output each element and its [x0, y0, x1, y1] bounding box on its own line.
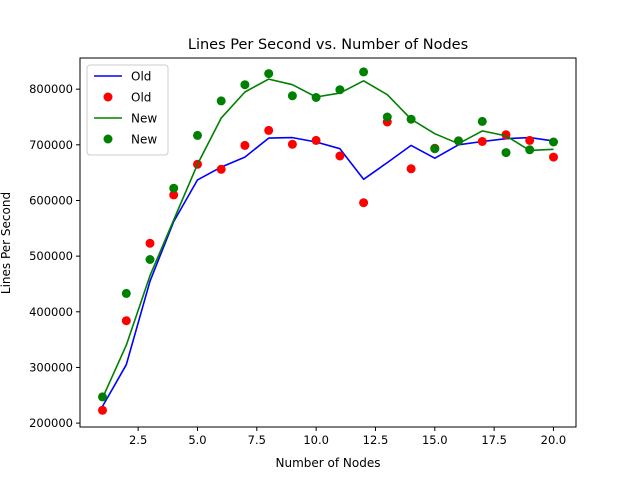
- series-3-point: [430, 144, 440, 154]
- series-3-point: [145, 255, 155, 264]
- legend-label: New: [131, 112, 157, 126]
- y-tick-label: 500000: [29, 249, 73, 263]
- x-tick-label: 2.5: [129, 433, 147, 447]
- axes-frame: [79, 57, 577, 428]
- series-3-point: [549, 137, 558, 147]
- series-3-point: [98, 392, 107, 402]
- x-tick-label: 17.5: [481, 433, 507, 447]
- series-1-point: [145, 238, 155, 248]
- legend: Old Old New New: [86, 64, 169, 156]
- series-3-point: [359, 67, 369, 77]
- y-tick-label: 200000: [29, 416, 73, 430]
- y-axis-label: Lines Per Second: [0, 192, 13, 294]
- y-tick-label: 300000: [29, 360, 73, 374]
- legend-box: [86, 64, 169, 156]
- series-1-point: [264, 125, 274, 135]
- series-1-point: [169, 190, 179, 200]
- series-3-point: [525, 145, 535, 155]
- series-3-point: [382, 112, 392, 122]
- x-tick-label: 12.5: [363, 433, 389, 447]
- series-3-point: [240, 80, 250, 90]
- x-tick-label: 20.0: [541, 433, 567, 447]
- legend-point-marker: [103, 92, 113, 102]
- series-1-point: [406, 164, 416, 174]
- series-1-point: [477, 137, 487, 146]
- legend-label: Old: [131, 91, 151, 105]
- series-3-point: [406, 114, 416, 124]
- series-1-point: [525, 135, 535, 145]
- series-3-point: [287, 91, 297, 101]
- x-tick-label: 7.5: [248, 433, 266, 447]
- series-1-point: [240, 140, 250, 150]
- series-3-point: [335, 85, 345, 95]
- series-1-point: [287, 139, 297, 149]
- series-3-point: [169, 183, 179, 193]
- y-tick-label: 700000: [29, 138, 73, 152]
- series-3-point: [264, 69, 274, 79]
- series-1-point: [121, 316, 131, 326]
- x-axis-label: Number of Nodes: [276, 456, 381, 470]
- x-tick-label: 15.0: [422, 433, 448, 447]
- plot-area: 2.5 5.0 7.5 10.0 12.5 15.0 17.5 20.0 200000 30000…: [29, 57, 577, 447]
- y-tick-label: 800000: [29, 82, 73, 96]
- series-1-point: [216, 164, 226, 174]
- series-line-2: [101, 78, 554, 399]
- series-3-point: [454, 136, 463, 146]
- series-1-point: [359, 198, 369, 208]
- legend-label: New: [131, 133, 157, 147]
- series-3-point: [216, 96, 226, 106]
- chart-title: Lines Per Second vs. Number of Nodes: [188, 37, 468, 53]
- series-1-point: [311, 135, 321, 145]
- series-3-point: [311, 93, 321, 102]
- series-3-point: [193, 130, 202, 140]
- series-1-point: [98, 405, 107, 415]
- y-tick-label: 400000: [29, 305, 73, 319]
- series-1-point: [549, 152, 558, 162]
- series-1-point: [335, 151, 345, 161]
- x-tick-label: 10.0: [303, 433, 329, 447]
- legend-point-marker: [103, 134, 113, 144]
- y-tick-label: 600000: [29, 193, 73, 207]
- series-3-point: [477, 116, 487, 126]
- legend-label: Old: [131, 70, 151, 84]
- series-3-point: [121, 288, 131, 298]
- series-3-point: [501, 148, 511, 158]
- x-tick-label: 5.0: [188, 433, 206, 447]
